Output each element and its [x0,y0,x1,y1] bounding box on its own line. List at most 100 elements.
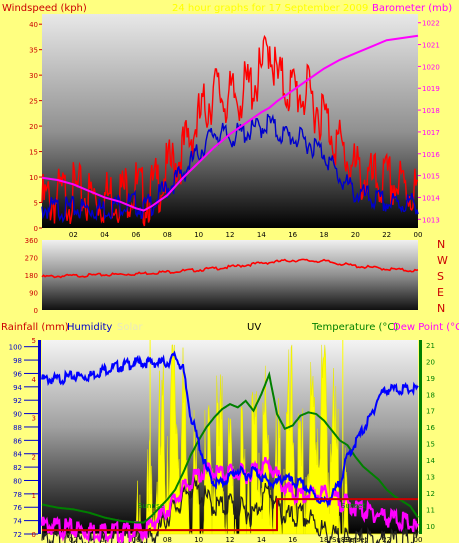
wind-x-tick-label: 00 [414,231,423,239]
windspeed-axis-label: Windspeed (kph) [2,3,87,14]
direction-y-tick-label: 0 [34,307,38,315]
temperature-line [41,371,419,524]
wind-y-tick-label: 30 [29,72,38,80]
wind-direction-plot-area [42,240,418,310]
bottom-x-tick-label: 08 [163,536,172,543]
uv-label: UV [247,322,261,333]
sunset-axis-label: Su8Set [332,536,357,543]
wind-x-tick-label: 02 [69,231,78,239]
humidity-y-tick-label: 78 [13,491,22,499]
barometer-y-tick-label: 1013 [422,216,440,224]
wind-x-tick-label: 10 [194,231,203,239]
wind-direction-line [41,258,419,279]
wind-x-tick-label: 16 [288,231,297,239]
rainfall-y-tick-label: 5 [32,337,36,345]
wind-direction-chart: 0 90 180 270 360 [25,237,419,315]
humidity-y-tick-label: 90 [13,411,22,419]
wind-y-tick-label: 15 [29,149,38,157]
humidity-y-tick-label: 96 [13,370,22,378]
humidity-y-tick-label: 94 [13,384,22,392]
sunset-annotation: Sunset [341,502,365,510]
compass-letter: E [437,286,444,299]
barometer-line [41,34,419,212]
direction-y-tick-label: 180 [25,272,38,280]
humidity-line [41,350,419,509]
temperature-y-tick-label: 21 [426,342,435,350]
rainfall-label: Rainfall (mm) [1,322,69,333]
barometer-y-tick-label: 1018 [422,107,440,115]
compass-letter: W [437,254,448,267]
temperature-y-tick-label: 19 [426,375,435,383]
wind-y-tick-label: 40 [29,21,38,29]
rainfall-y-tick-label: 0 [32,531,36,539]
rainfall-y-tick-label: 2 [32,453,36,461]
wind-pressure-chart: 0510152025303540101310141015101610171018… [29,20,440,239]
temperature-y-tick-label: 18 [426,391,435,399]
compass-letter: N [437,302,445,315]
humidity-axis-bar [38,340,41,534]
wind-y-tick-label: 0 [34,225,38,233]
rainfall-y-tick-label: 1 [32,492,36,500]
barometer-y-tick-label: 1016 [422,151,440,159]
temperature-y-tick-label: 11 [426,506,435,514]
humidity-y-tick-label: 100 [9,344,22,352]
barometer-y-tick-label: 1021 [422,42,440,50]
wind-x-tick-label: 12 [226,231,235,239]
bottom-x-tick-label: 18 [320,536,329,543]
temperature-y-tick-label: 10 [426,523,435,531]
bottom-x-tick-label: 00 [414,536,423,543]
wind-x-tick-label: 22 [382,231,391,239]
humidity-y-tick-label: 76 [13,504,22,512]
barometer-y-tick-label: 1022 [422,20,440,28]
humidity-y-tick-label: 72 [13,531,22,539]
solar-label: Solar [117,322,143,333]
humidity-y-tick-label: 74 [13,518,22,526]
wind-x-tick-label: 04 [100,231,109,239]
temperature-y-tick-label: 16 [426,424,435,432]
humidity-y-tick-label: 80 [13,477,22,485]
barometer-y-tick-label: 1017 [422,129,440,137]
direction-y-tick-label: 360 [25,237,38,245]
wind-x-tick-label: 20 [351,231,360,239]
wind-x-tick-label: 06 [132,231,141,239]
compass-letter: S [437,270,444,283]
bottom-x-tick-label: 22 [382,536,391,543]
barometer-y-tick-label: 1019 [422,85,440,93]
barometer-y-tick-label: 1020 [422,63,440,71]
wind-x-tick-label: 08 [163,231,172,239]
windspeed-gust-line [41,34,419,227]
temperature-axis-bar [419,340,422,534]
humidity-y-tick-label: 88 [13,424,22,432]
humidity-y-tick-label: 82 [13,464,22,472]
rainfall-y-tick-label: 4 [32,376,37,384]
wind-x-tick-label: 14 [257,231,266,239]
wind-y-tick-label: 10 [29,174,38,182]
chart-title: 24 hour graphs for 17 September 2009 [172,3,368,14]
temperature-y-tick-label: 20 [426,358,435,366]
temperature-y-tick-label: 13 [426,473,435,481]
temperature-y-tick-label: 12 [426,490,435,498]
wind-y-tick-label: 25 [29,98,38,106]
wind-y-tick-label: 5 [34,200,38,208]
barometer-y-tick-label: 1015 [422,173,440,181]
barometer-y-tick-label: 1014 [422,194,440,202]
bottom-x-tick-label: 02 [69,536,78,543]
humidity-y-tick-label: 86 [13,437,22,445]
direction-y-tick-label: 90 [29,290,38,298]
humidity-y-tick-label: 98 [13,357,22,365]
wind-x-tick-label: 18 [320,231,329,239]
wind-y-tick-label: 20 [29,123,38,131]
temperature-y-tick-label: 15 [426,441,435,449]
humidity-label: Humidity [67,322,112,333]
dewpoint-line [40,456,419,543]
temperature-y-tick-label: 14 [426,457,435,465]
humidity-y-tick-label: 84 [13,451,22,459]
rainfall-y-tick-label: 3 [32,415,36,423]
temperature-y-tick-label: 17 [426,408,435,416]
bottom-x-tick-label: 04 [100,536,109,543]
dewpoint-label: Dew Point (°C) [393,322,459,333]
bottom-x-tick-label: 06 [132,536,141,543]
bottom-x-tick-label: 14 [257,536,266,543]
